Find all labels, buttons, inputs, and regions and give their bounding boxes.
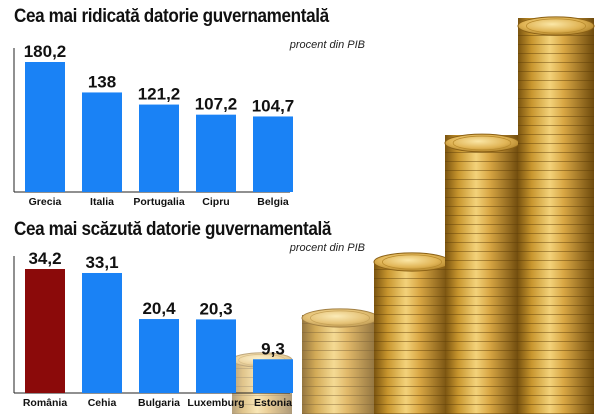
chart-1-bar-2 xyxy=(82,92,122,192)
chart-2-value-label-3: 20,4 xyxy=(142,299,176,318)
chart-2-value-label-5: 9,3 xyxy=(261,339,285,358)
chart-2-value-label-1: 34,2 xyxy=(28,249,61,268)
chart-1-bar-1 xyxy=(25,62,65,192)
chart-2-category-label-5: Estonia xyxy=(254,397,292,409)
chart-2-bar-5 xyxy=(253,359,293,393)
chart-1-bar-4 xyxy=(196,114,236,192)
coin-stack-5 xyxy=(517,16,595,414)
chart-2-bar-1 xyxy=(25,269,65,393)
chart-1-value-label-2: 138 xyxy=(88,72,116,91)
chart-2-category-label-3: Bulgaria xyxy=(138,397,180,409)
chart-1-category-label-5: Belgia xyxy=(257,196,289,208)
chart-2-bar-2 xyxy=(82,272,122,393)
chart-1-bar-5 xyxy=(253,116,293,192)
coin-stack-3 xyxy=(373,252,451,414)
chart-1-bar-3 xyxy=(139,104,179,192)
chart-1-category-label-3: Portugalia xyxy=(133,196,185,208)
chart-2-bar-3 xyxy=(139,319,179,393)
chart-1-category-label-2: Italia xyxy=(90,196,114,208)
chart-2-value-label-2: 33,1 xyxy=(85,253,118,272)
chart-1-value-label-1: 180,2 xyxy=(24,42,67,61)
chart-2-category-label-1: România xyxy=(23,397,68,409)
chart-1-category-label-1: Grecia xyxy=(29,196,62,208)
chart-1-value-label-5: 104,7 xyxy=(252,96,295,115)
chart-1-title: Cea mai ridicată datorie guvernamentală xyxy=(14,6,329,27)
chart-2-bar-4 xyxy=(196,319,236,393)
chart-1-value-label-4: 107,2 xyxy=(195,95,238,114)
chart-2-category-label-2: Cehia xyxy=(88,397,117,409)
chart-2-category-label-4: Luxemburg xyxy=(187,397,244,409)
coin-stack-2 xyxy=(301,308,379,414)
chart-2-title: Cea mai scăzută datorie guvernamentală xyxy=(14,219,332,240)
chart-1-category-label-4: Cipru xyxy=(202,196,229,208)
chart-1-value-label-3: 121,2 xyxy=(138,85,181,104)
chart-2-value-label-4: 20,3 xyxy=(199,299,232,318)
coin-stack-4 xyxy=(444,133,520,414)
chart-1-unit: procent din PIB xyxy=(289,39,365,51)
chart-2-unit: procent din PIB xyxy=(289,242,365,254)
